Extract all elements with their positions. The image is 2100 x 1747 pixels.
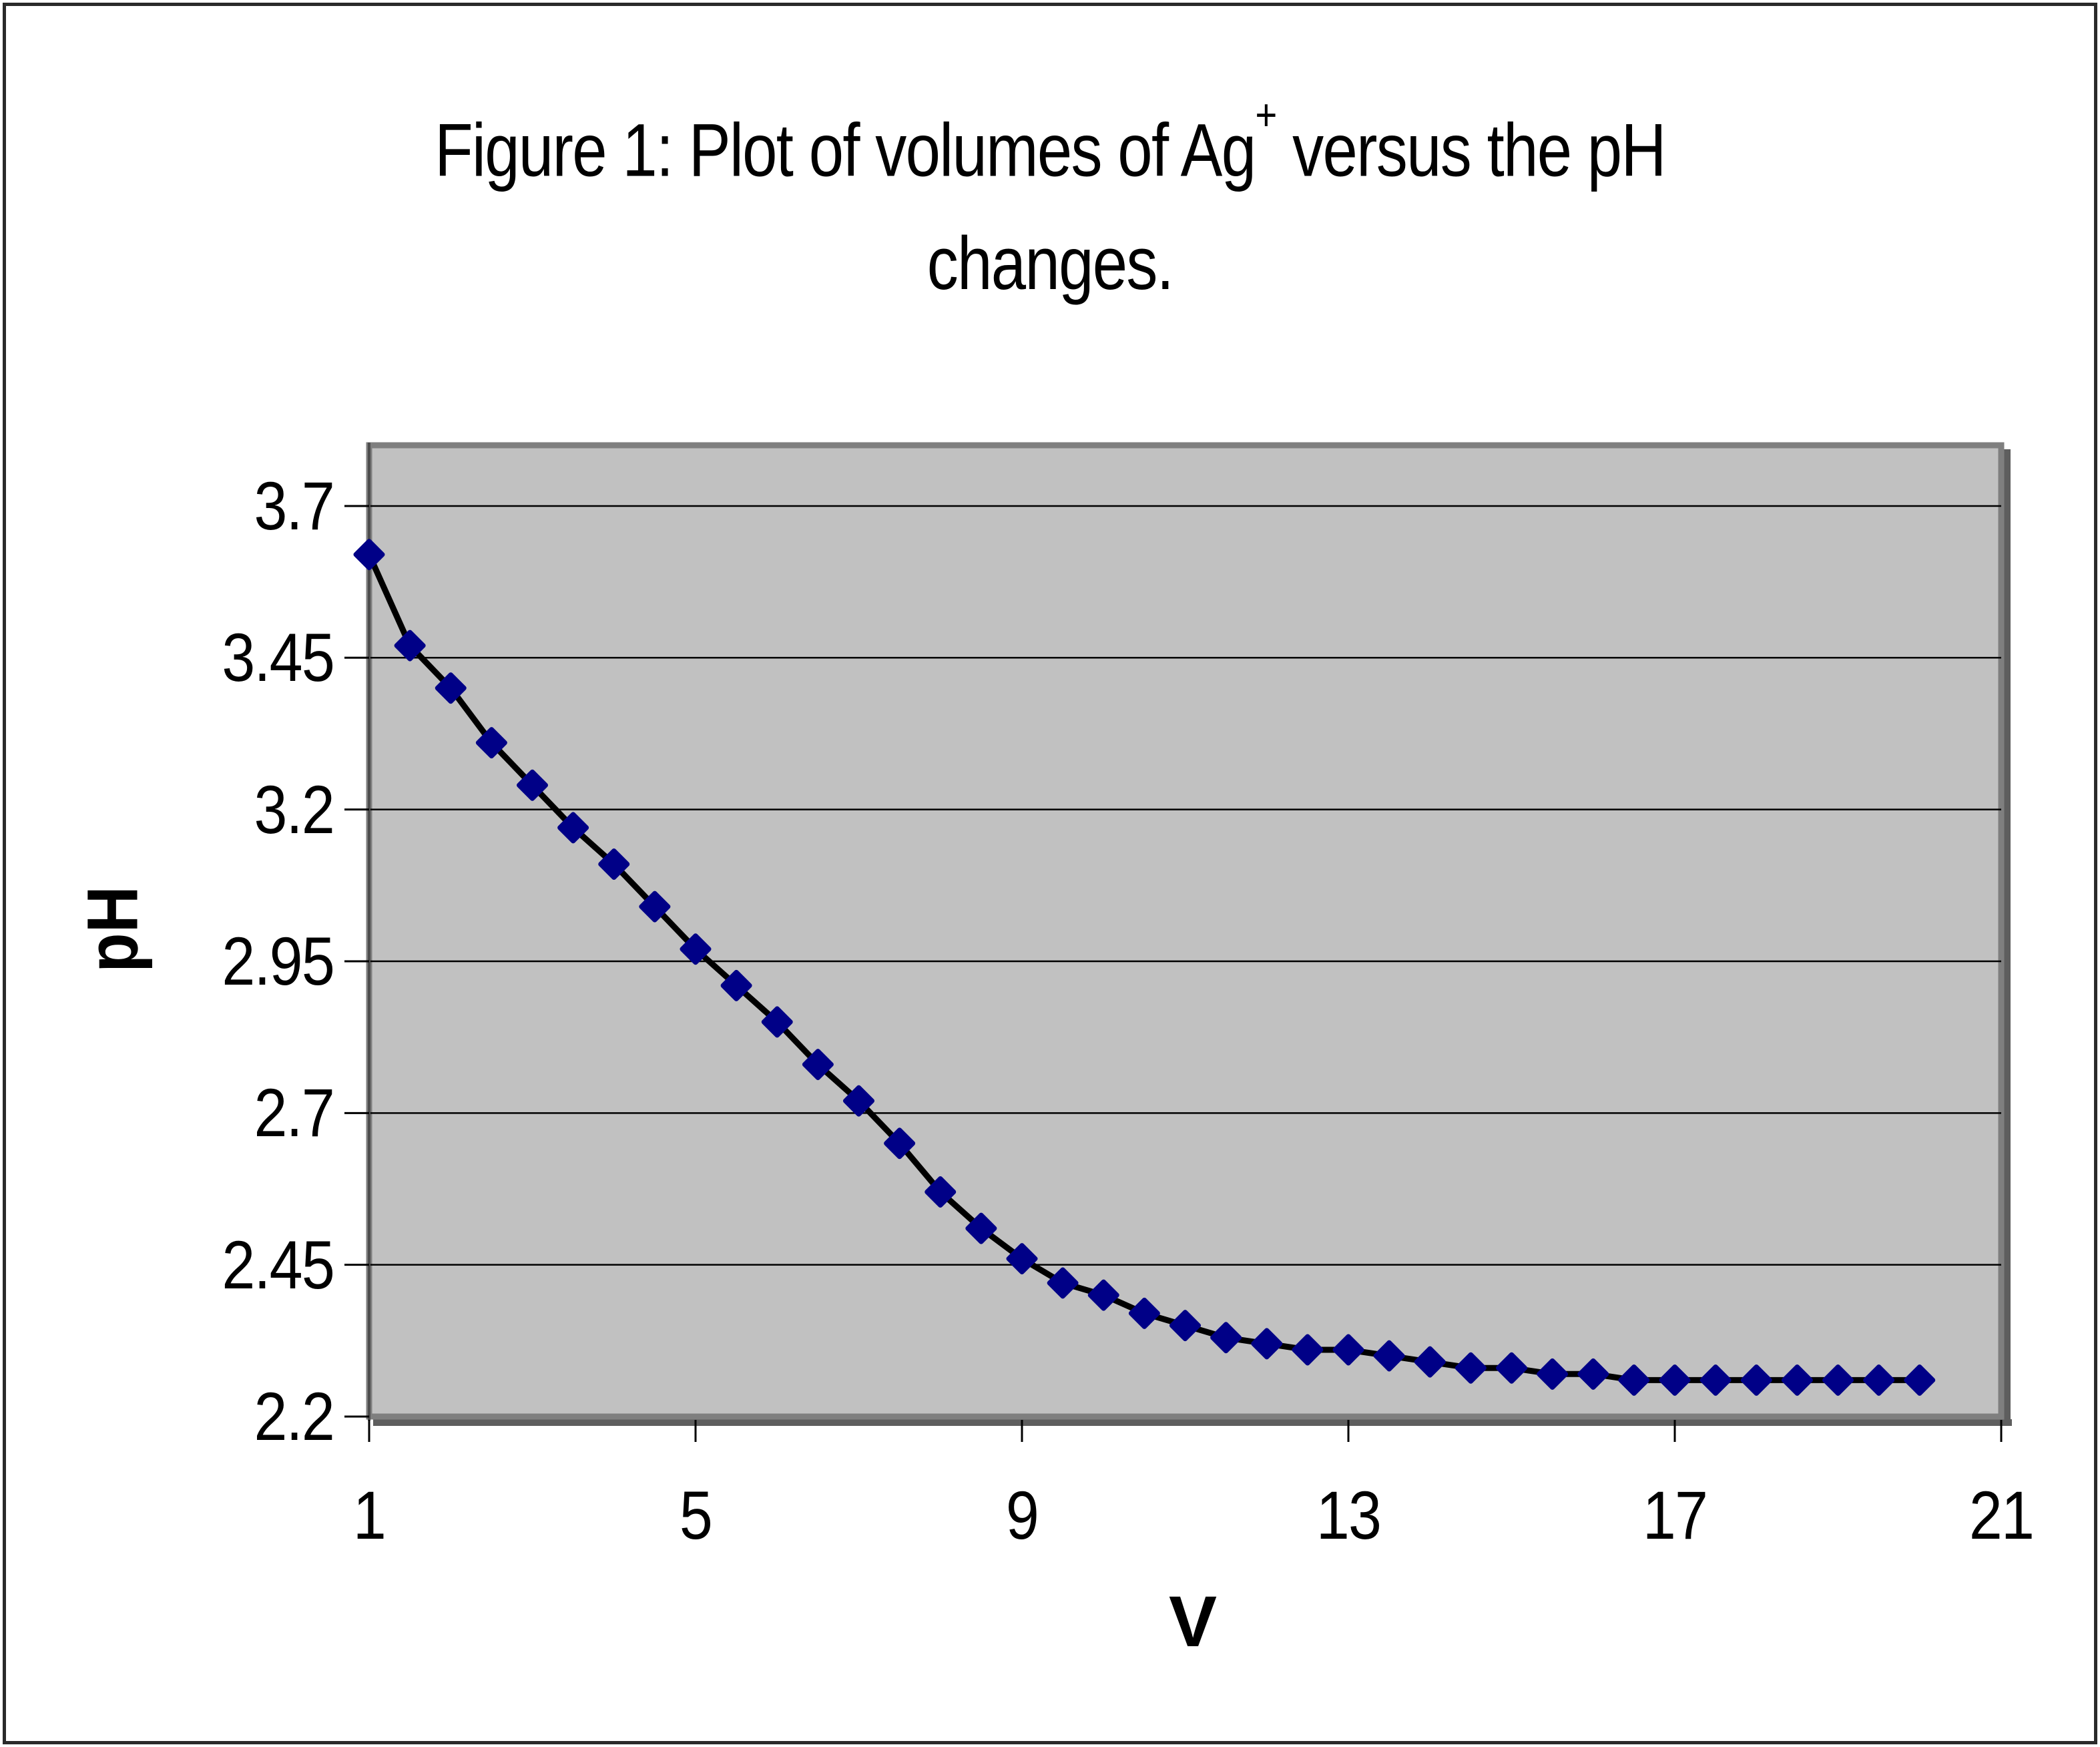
plot-shadow-right — [2004, 449, 2011, 1426]
y-tick-label: 3.45 — [222, 619, 334, 696]
x-tick-label: 5 — [679, 1477, 713, 1553]
y-tick-label: 3.7 — [254, 467, 334, 544]
data-point-marker — [1087, 1279, 1119, 1311]
y-tick-label: 2.95 — [222, 923, 334, 999]
data-point-marker — [1699, 1364, 1732, 1396]
chart-title: Figure 1: Plot of volumes of Ag+ versus … — [168, 79, 1932, 320]
data-point-marker — [965, 1212, 997, 1244]
data-point-marker — [1577, 1358, 1609, 1390]
chart-title-line2: changes. — [927, 222, 1174, 306]
data-point-marker — [639, 891, 671, 923]
data-point-marker — [1373, 1340, 1405, 1372]
title-text-part: versus the pH — [1276, 108, 1666, 192]
y-tick-label: 2.2 — [254, 1379, 334, 1455]
data-point-marker — [884, 1128, 916, 1160]
data-point-marker — [1496, 1352, 1527, 1384]
data-point-marker — [720, 969, 752, 1001]
data-point-marker — [1169, 1310, 1201, 1342]
title-text-part: Figure 1: Plot of volumes of Ag — [435, 108, 1256, 192]
x-tick-label: 9 — [1005, 1477, 1039, 1553]
data-point-marker — [1251, 1328, 1283, 1360]
data-point-marker — [1006, 1243, 1038, 1275]
data-point-marker — [1740, 1364, 1772, 1396]
plot-area — [369, 445, 2001, 1417]
superscript-plus: + — [1255, 89, 1277, 140]
data-point-marker — [1659, 1364, 1691, 1396]
x-tick-label: 17 — [1642, 1477, 1708, 1553]
data-point-marker — [1332, 1334, 1364, 1366]
data-point-marker — [1455, 1352, 1487, 1384]
data-point-marker — [598, 848, 630, 880]
y-tick-label: 2.45 — [222, 1226, 334, 1303]
data-point-marker — [1618, 1364, 1650, 1396]
data-point-marker — [394, 630, 426, 662]
data-point-marker — [1210, 1322, 1242, 1354]
data-point-marker — [1047, 1267, 1079, 1299]
data-point-marker — [761, 1006, 793, 1038]
data-point-marker — [517, 769, 548, 801]
data-point-marker — [1292, 1334, 1324, 1366]
plot-shadow-bottom — [373, 1419, 2012, 1426]
data-point-marker — [1537, 1358, 1569, 1390]
x-tick-label: 13 — [1316, 1477, 1382, 1553]
data-point-marker — [680, 933, 712, 965]
data-point-marker — [1822, 1364, 1854, 1396]
data-point-marker — [1863, 1364, 1895, 1396]
data-point-marker — [1904, 1364, 1936, 1396]
x-axis-title: V — [1168, 1581, 1218, 1662]
data-point-marker — [802, 1049, 834, 1081]
data-point-marker — [1128, 1297, 1160, 1329]
data-point-marker — [925, 1176, 957, 1208]
data-point-marker — [1414, 1346, 1446, 1378]
y-tick-label: 2.7 — [254, 1075, 334, 1152]
data-point-marker — [557, 812, 589, 844]
x-tick-label: 21 — [1968, 1477, 2035, 1553]
data-point-marker — [1781, 1364, 1813, 1396]
data-point-marker — [843, 1085, 874, 1117]
x-tick-label: 1 — [352, 1477, 386, 1553]
data-point-marker — [353, 539, 385, 571]
y-tick-label: 3.2 — [254, 771, 334, 848]
chart-title-line1: Figure 1: Plot of volumes of Ag+ versus … — [168, 79, 1932, 207]
data-point-marker — [475, 727, 507, 759]
data-point-marker — [435, 672, 467, 704]
